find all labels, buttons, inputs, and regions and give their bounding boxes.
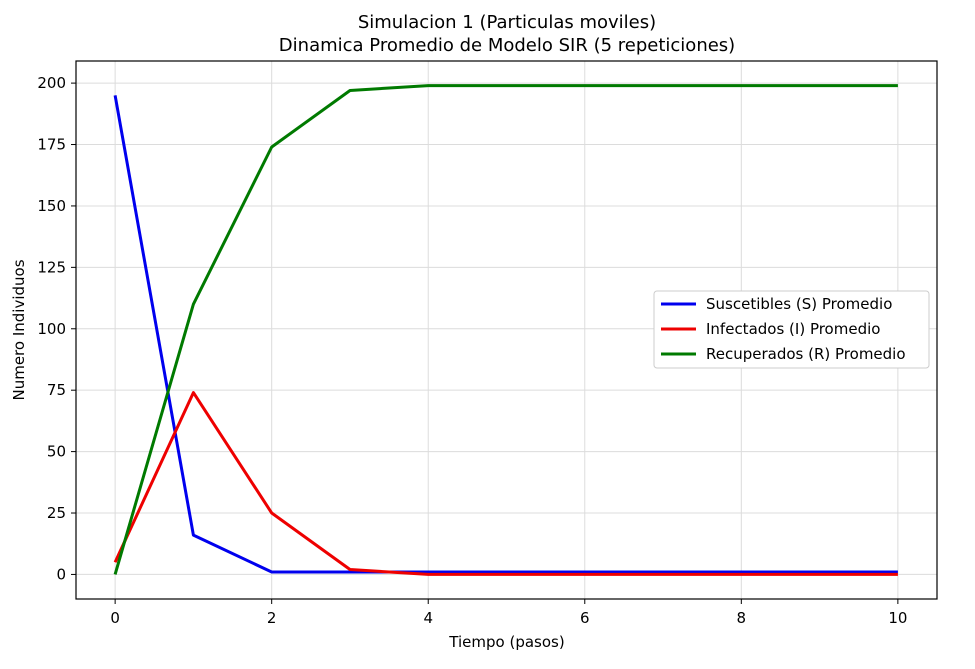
x-tick-label: 10 — [888, 609, 907, 627]
y-tick-label: 0 — [56, 565, 66, 583]
x-tick-label: 2 — [267, 609, 277, 627]
y-tick-label: 100 — [37, 320, 66, 338]
legend-entry: Suscetibles (S) Promedio — [706, 295, 892, 313]
x-axis-label: Tiempo (pasos) — [448, 633, 564, 651]
y-axis-ticks: 0 25 50 75 100 125 150 175 200 — [37, 74, 76, 583]
y-tick-label: 25 — [47, 504, 66, 522]
legend-entry: Recuperados (R) Promedio — [706, 345, 906, 363]
series-line-1 — [113, 391, 898, 576]
chart-title-line-2: Dinamica Promedio de Modelo SIR (5 repet… — [279, 35, 735, 56]
legend-box — [653, 290, 930, 369]
series-line-0 — [113, 95, 898, 574]
y-tick-label: 75 — [47, 381, 66, 399]
y-tick-label: 50 — [47, 443, 66, 461]
x-tick-label: 4 — [423, 609, 433, 627]
y-tick-label: 175 — [37, 136, 66, 154]
x-tick-label: 6 — [580, 609, 590, 627]
series-line-2 — [113, 84, 898, 575]
series-lines — [113, 84, 898, 576]
legend-entry: Infectados (I) Promedio — [706, 320, 880, 338]
plot-frame — [75, 60, 938, 600]
y-tick-label: 125 — [37, 258, 66, 276]
y-tick-label: 200 — [37, 74, 66, 92]
x-tick-label: 8 — [737, 609, 747, 627]
legend: Suscetibles (S) Promedio Infectados (I) P… — [653, 290, 930, 369]
y-axis-label: Numero Individuos — [10, 259, 28, 400]
chart-title-line-1: Simulacion 1 (Particulas moviles) — [358, 12, 656, 33]
y-tick-label: 150 — [37, 197, 66, 215]
x-tick-label: 0 — [110, 609, 120, 627]
x-axis-ticks: 0 2 4 6 8 10 — [110, 599, 907, 627]
